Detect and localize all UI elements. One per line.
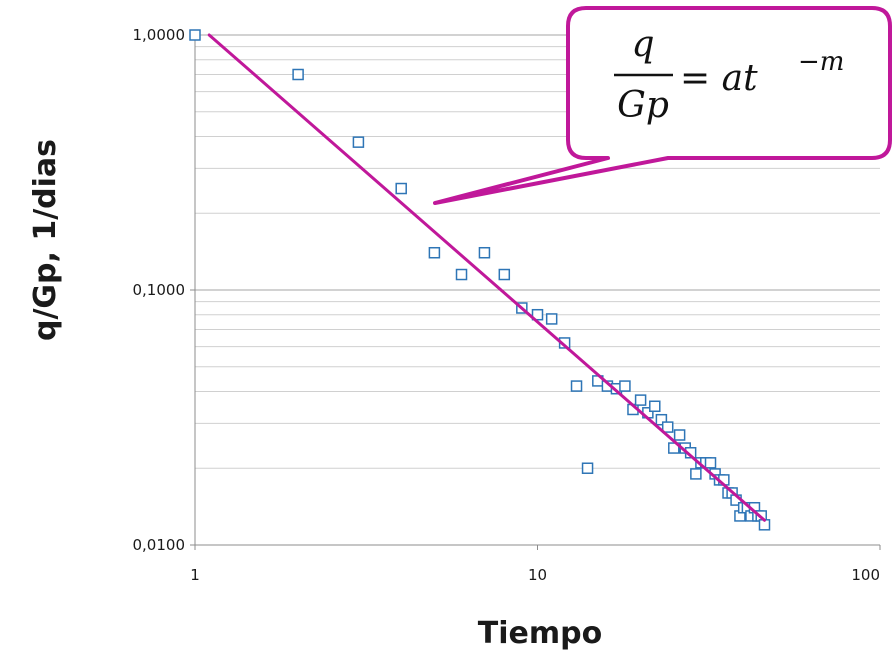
data-point [634,394,647,406]
y-tick-label: 0,0100 [133,536,186,554]
equation-denominator: Gp [617,85,669,126]
data-point [661,421,674,433]
x-axis-title: Tiempo [478,616,602,651]
power-trendline [207,33,766,522]
data-point [668,442,680,454]
data-point [570,380,583,392]
x-tick-label: 10 [528,566,547,584]
data-point [531,308,544,321]
x-tick-label: 1 [190,566,200,584]
data-point [704,457,717,469]
equation-rhs: = at [680,58,758,99]
x-tick-label: 100 [851,566,880,584]
data-point [655,413,668,426]
data-point [545,313,558,325]
data-point [455,268,468,281]
equation-callout: q Gp = at −m [433,6,892,205]
callout-bubble [433,6,892,205]
y-axis-title: q/Gp, 1/dias [28,139,63,341]
data-point [352,136,365,148]
data-point [581,462,594,474]
data-point [428,246,441,259]
data-point [690,468,702,480]
data-point [189,29,201,41]
trendline-layer [207,33,766,522]
equation-numerator: q [631,24,654,65]
data-point [478,246,491,259]
data-point [649,400,661,413]
data-point [619,380,631,392]
y-tick-label: 0,1000 [133,281,186,299]
data-point [498,268,511,281]
y-tick-label: 1,0000 [133,26,186,44]
data-point [292,68,304,81]
data-point [673,429,686,441]
data-point [395,182,407,195]
equation-exponent: −m [798,47,844,77]
